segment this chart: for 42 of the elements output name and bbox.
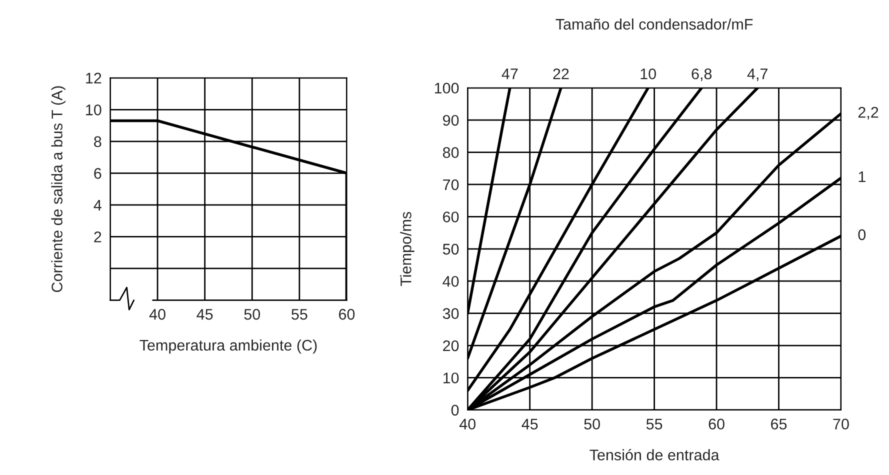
x-axis-title: Tensión de entrada [590,448,720,460]
x-tick-label: 60 [708,418,724,430]
series-label: 10 [640,68,656,80]
y-tick-label: 8 [94,136,102,148]
x-tick-label: 50 [584,418,600,430]
x-tick-label: 45 [196,309,213,320]
series-label: 4,7 [747,68,768,82]
x-axis-title: Temperatura ambiente (C) [140,339,317,354]
y-tick-label: 10 [443,372,459,384]
y-tick-label: 70 [443,179,459,190]
y-tick-label: 4 [94,200,102,210]
y-tick-label: 100 [434,82,459,94]
series-label: 22 [553,68,569,80]
series-label: 1 [858,171,866,182]
series-label: 47 [502,68,518,80]
series-label: 2,2 [858,106,878,120]
series-label: 0 [858,229,866,240]
x-tick-label: 40 [149,308,166,320]
x-tick-label: 40 [459,418,476,430]
y-tick-label: 80 [442,147,459,158]
y-axis-title: Corriente de salida a bus T (A) [51,86,66,292]
y-tick-label: 6 [94,168,102,179]
y-axis-title: Tiempo/ms [400,212,414,286]
x-tick-label: 55 [646,418,662,430]
y-tick-label: 60 [443,212,459,222]
x-tick-label: 45 [522,418,538,430]
y-tick-label: 0 [451,404,459,416]
y-tick-label: 30 [442,308,459,319]
y-tick-label: 50 [442,244,459,255]
y-tick-label: 12 [86,72,102,84]
x-tick-label: 70 [833,418,849,430]
x-tick-label: 60 [338,308,355,320]
y-tick-label: 20 [443,340,459,352]
x-tick-label: 55 [292,309,308,320]
y-tick-label: 10 [86,104,102,116]
y-tick-label: 90 [443,114,459,126]
y-tick-label: 2 [94,232,102,242]
x-tick-label: 65 [771,418,787,430]
series-label: 6,8 [692,68,712,82]
x-tick-label: 50 [244,308,260,320]
y-tick-label: 40 [442,276,459,287]
chart-title: Tamaño del condensador/mF [556,18,753,30]
